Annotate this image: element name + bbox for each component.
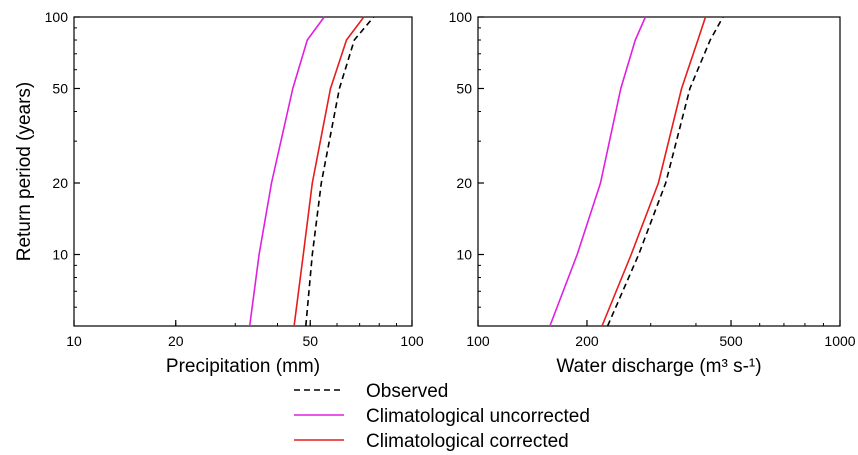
x-axis-label: Precipitation (mm) [166,356,320,377]
y-tick-label: 50 [52,80,68,96]
series-line-climatological-uncorrected [248,16,325,327]
precipitation-panel: 10 20 50 100 10 20 50 100 Precipitation (mm) Retu… [14,9,424,377]
x-tick-label: 1000 [824,333,855,349]
x-tick-label: 500 [719,333,743,349]
series-line-observed [606,16,724,327]
y-axis-label: Return period (years) [14,82,35,262]
y-tick-label: 100 [45,9,69,25]
y-tick-label: 10 [456,247,472,263]
x-tick-label: 50 [302,333,318,349]
discharge-panel: 100 200 500 1000 10 20 50 100 Water discharge (m… [449,9,856,377]
legend: Observed Climatological uncorrected Climat… [294,381,590,452]
y-tick-label: 100 [449,9,473,25]
x-axis-label: Water discharge (m³ s-¹) [556,356,761,377]
y-tick-label: 10 [52,247,68,263]
series-line-observed [305,16,375,327]
plot-frame [477,16,841,327]
x-tick-label: 20 [168,333,184,349]
series-line-climatological-corrected [293,16,365,327]
y-tick-label: 20 [52,175,68,191]
legend-label-climatological-corrected: Climatological corrected [366,431,569,452]
series-line-climatological-uncorrected [549,16,647,327]
legend-label-observed: Observed [366,381,448,402]
y-tick-label: 50 [456,80,472,96]
plot-frame [73,16,413,327]
x-tick-label: 100 [466,333,490,349]
x-tick-label: 200 [575,333,599,349]
x-tick-label: 100 [400,333,424,349]
legend-label-climatological-uncorrected: Climatological uncorrected [366,406,590,427]
series-line-climatological-corrected [601,16,707,327]
y-tick-label: 20 [456,175,472,191]
x-tick-label: 10 [66,333,82,349]
